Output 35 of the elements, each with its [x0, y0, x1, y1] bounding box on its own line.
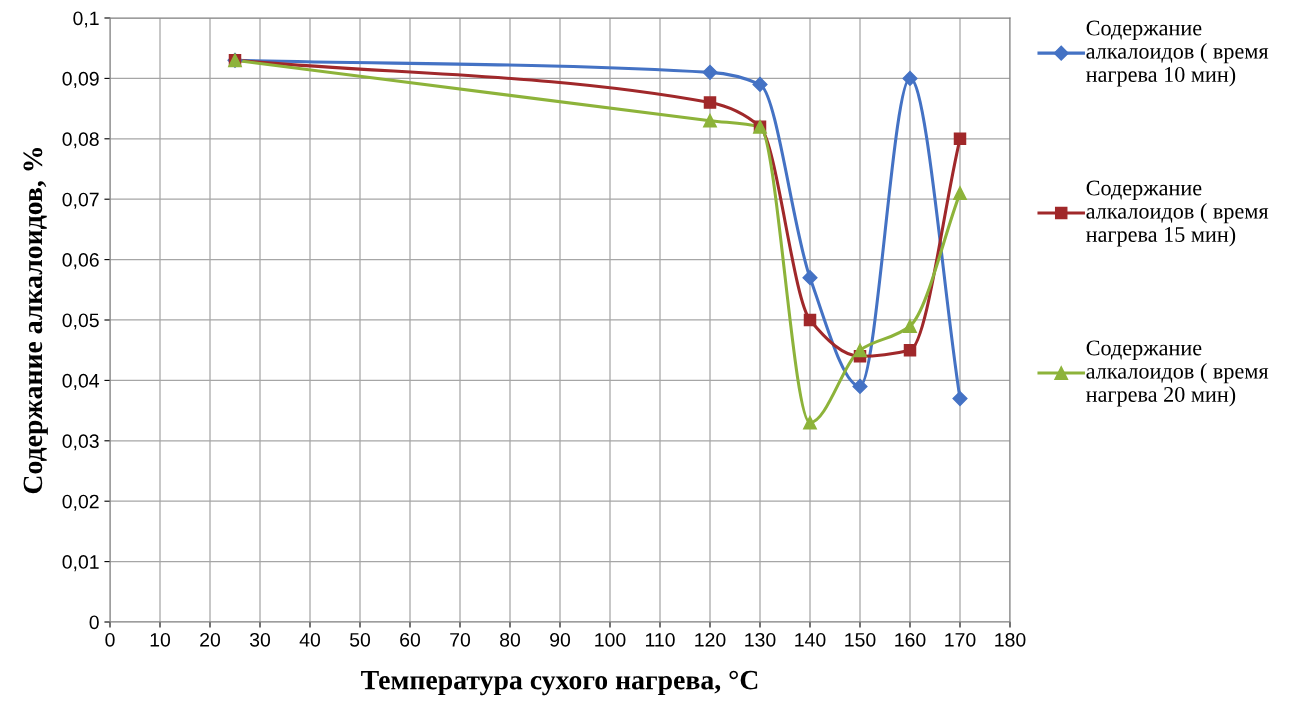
y-tick-label: 0,07: [62, 192, 99, 209]
x-tick-label: 0: [105, 632, 115, 647]
y-tick-label: 0,03: [62, 434, 99, 451]
x-tick-label: 160: [895, 632, 926, 647]
y-tick-label: 0,1: [73, 11, 99, 28]
x-tick-label: 20: [200, 632, 221, 647]
x-tick-label: 80: [500, 632, 521, 647]
x-tick-label: 70: [450, 632, 471, 647]
y-axis-title: Содержание алкалоидов, %: [23, 148, 48, 494]
legend-label: Содержание алкалоидов ( время нагрева 20 мин): [1086, 340, 1269, 407]
x-tick-label: 40: [299, 632, 321, 647]
x-tick-label: 180: [995, 632, 1026, 647]
x-tick-label: 150: [845, 632, 876, 647]
x-tick-label: 100: [595, 632, 626, 647]
x-tick-label: 170: [945, 632, 976, 647]
y-tick-label: 0,06: [62, 253, 99, 270]
x-tick-label: 110: [645, 632, 675, 647]
y-tick-label: 0,05: [62, 313, 99, 330]
y-tick-label: 0,04: [62, 373, 100, 390]
legend-label: Содержание алкалоидов ( время нагрева 15 мин): [1086, 180, 1269, 247]
x-tick-label: 140: [795, 632, 826, 647]
x-tick-label: 60: [400, 632, 421, 647]
x-tick-label: 130: [745, 632, 776, 647]
x-tick-label: 30: [249, 632, 271, 647]
x-tick-label: 120: [695, 632, 726, 647]
y-tick-label: 0,08: [62, 132, 99, 149]
x-axis-title: Температура сухого нагрева, °C: [361, 670, 758, 696]
legend-label: Содержание алкалоидов ( время нагрева 10 мин): [1086, 20, 1269, 87]
y-tick-label: 0: [89, 615, 99, 630]
y-tick-label: 0,09: [62, 71, 99, 88]
y-tick-label: 0,02: [62, 494, 99, 511]
x-tick-label: 50: [349, 632, 371, 647]
y-tick-label: 0,01: [62, 555, 99, 572]
x-tick-label: 90: [550, 632, 571, 647]
x-tick-label: 10: [150, 632, 171, 647]
